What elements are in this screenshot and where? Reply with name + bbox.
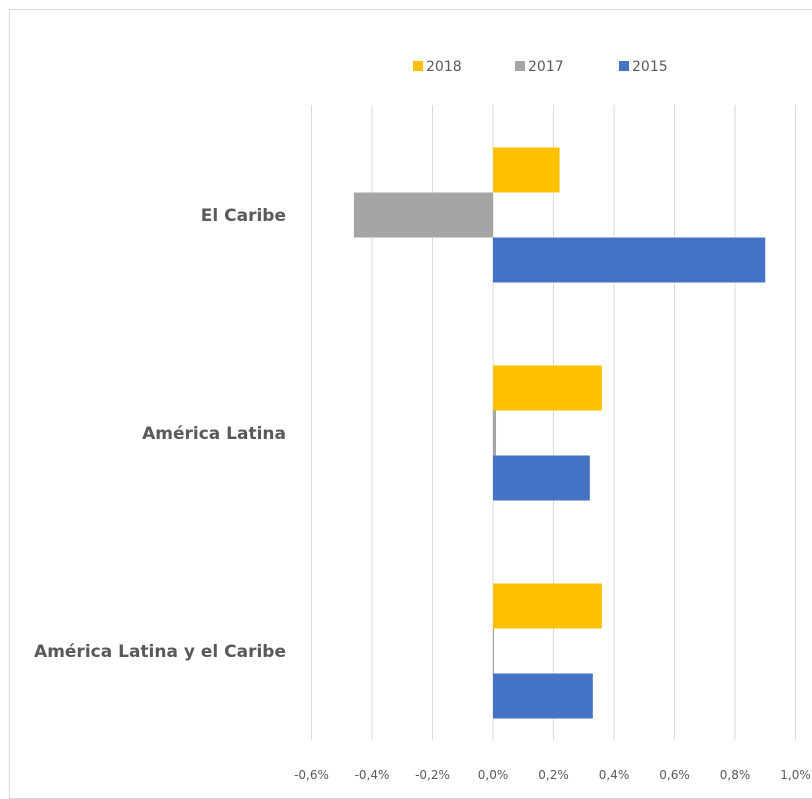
x-axis-tick-labels: -0,6% -0,4% -0,2% 0,0% 0,2% 0,4% 0,6% 0,8% 1,0% — [294, 768, 811, 782]
legend-label: 2018 — [426, 59, 462, 75]
bar-2018 — [493, 365, 602, 411]
x-tick-label: -0,4% — [355, 768, 390, 782]
category-label: América Latina y el Caribe — [34, 642, 286, 662]
bar-2015 — [493, 455, 590, 501]
x-tick-label: 0,8% — [720, 768, 751, 782]
legend-swatch-2017 — [515, 61, 525, 71]
bar-2015 — [493, 237, 766, 283]
x-tick-label: 0,6% — [659, 768, 690, 782]
bar-2015 — [493, 673, 593, 719]
x-tick-label: 1,0% — [780, 768, 811, 782]
legend-label: 2017 — [528, 59, 564, 75]
x-tick-label: 0,2% — [538, 768, 569, 782]
category-label: El Caribe — [201, 206, 286, 226]
category-label: América Latina — [142, 424, 286, 444]
x-tick-label: 0,0% — [478, 768, 509, 782]
x-tick-label: -0,6% — [294, 768, 329, 782]
category-labels: El Caribe América Latina América Latina y … — [34, 206, 286, 662]
bar-2018 — [493, 583, 602, 629]
bars — [353, 147, 766, 719]
bar-2018 — [493, 147, 560, 193]
x-tick-label: -0,2% — [415, 768, 450, 782]
chart-frame — [9, 9, 812, 799]
x-tick-label: 0,4% — [599, 768, 630, 782]
legend-label: 2015 — [632, 59, 668, 75]
bar-2017 — [493, 628, 494, 674]
bar-2017 — [493, 410, 497, 456]
legend-swatch-2015 — [619, 61, 629, 71]
legend: 2018 2017 2015 — [413, 59, 668, 75]
bar-2017 — [353, 192, 493, 238]
legend-swatch-2018 — [413, 61, 423, 71]
